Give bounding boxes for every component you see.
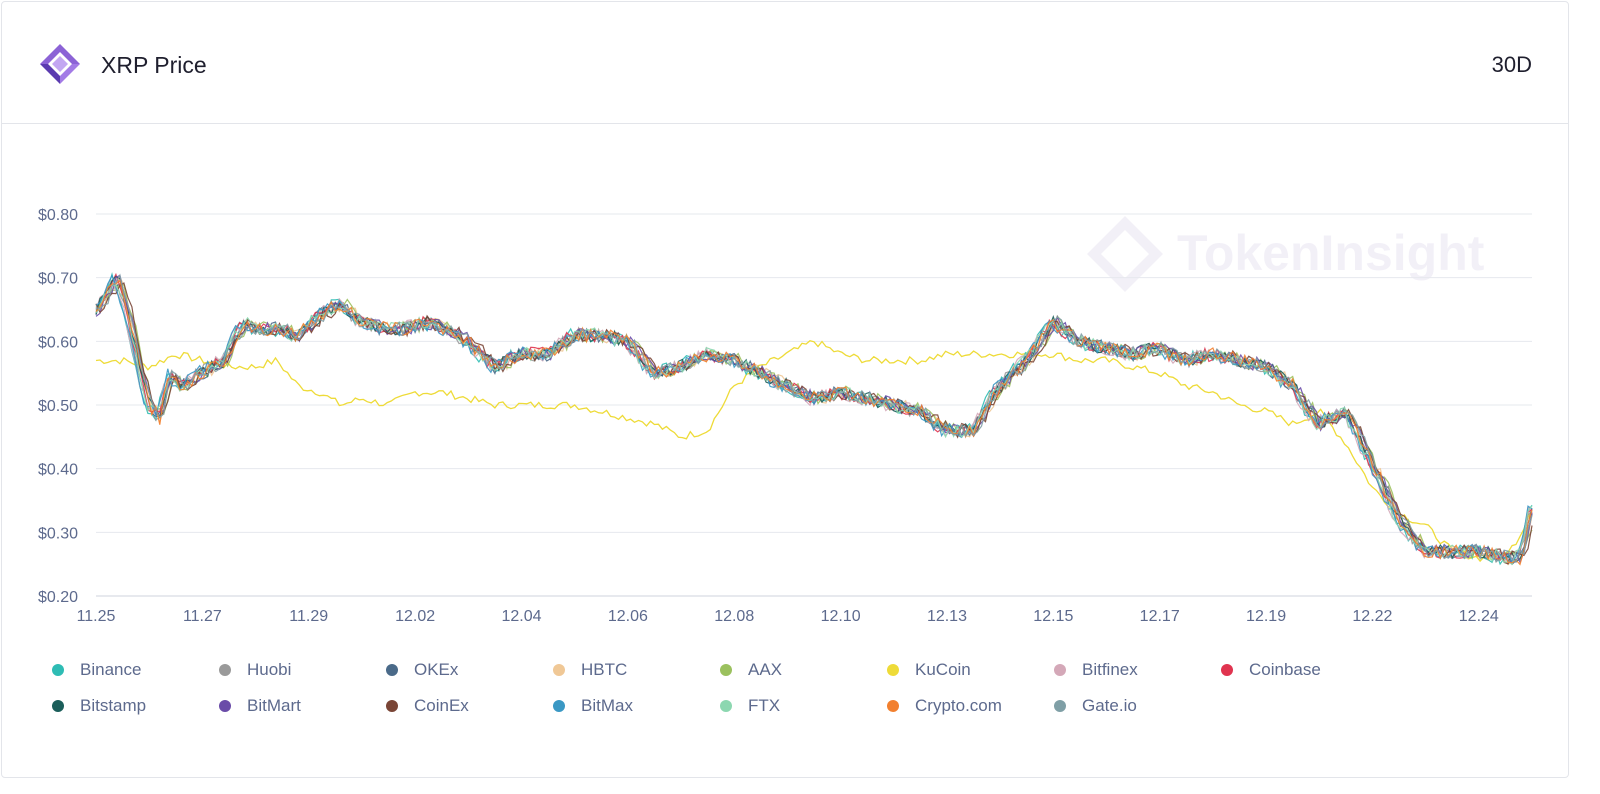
x-tick-label: 12.15 <box>1033 608 1073 625</box>
legend-dot-icon <box>887 664 899 676</box>
price-card: XRP Price 30D TokenInsight $0.80 $0.70 $0.… <box>1 1 1569 778</box>
legend-label: CoinEx <box>414 696 469 715</box>
y-tick-label: $0.30 <box>38 525 78 542</box>
y-tick-label: $0.80 <box>38 207 78 224</box>
legend-item-binance[interactable]: Binance <box>52 660 141 680</box>
legend-item-bitstamp[interactable]: Bitstamp <box>52 696 146 716</box>
series-line-kucoin <box>95 339 1533 563</box>
legend-item-aax[interactable]: AAX <box>720 660 782 680</box>
legend-dot-icon <box>219 664 231 676</box>
x-tick-label: 12.02 <box>395 608 435 625</box>
legend-dot-icon <box>52 700 64 712</box>
x-tick-label: 12.10 <box>821 608 861 625</box>
x-tick-label: 12.19 <box>1246 608 1286 625</box>
x-tick-label: 12.22 <box>1352 608 1392 625</box>
x-tick-label: 12.08 <box>714 608 754 625</box>
y-tick-label: $0.20 <box>38 589 78 606</box>
legend-dot-icon <box>720 700 732 712</box>
legend-dot-icon <box>553 700 565 712</box>
legend-label: FTX <box>748 696 781 715</box>
y-tick-label: $0.70 <box>38 271 78 288</box>
legend-label: Gate.io <box>1082 696 1137 715</box>
legend-label: Huobi <box>247 660 292 679</box>
card-header: XRP Price 30D <box>2 2 1568 124</box>
x-tick-label: 12.06 <box>608 608 648 625</box>
legend-dot-icon <box>1054 700 1066 712</box>
x-tick-label: 11.25 <box>77 608 116 625</box>
y-tick-label: $0.40 <box>38 462 78 479</box>
x-tick-label: 11.29 <box>289 608 328 625</box>
legend-dot-icon <box>1054 664 1066 676</box>
legend-item-gate-io[interactable]: Gate.io <box>1054 696 1137 716</box>
legend-label: AAX <box>748 660 783 679</box>
legend-dot-icon <box>52 664 64 676</box>
legend-dot-icon <box>553 664 565 676</box>
legend-label: KuCoin <box>915 660 971 679</box>
legend-dot-icon <box>720 664 732 676</box>
y-tick-label: $0.60 <box>38 334 78 351</box>
legend-item-bitmax[interactable]: BitMax <box>553 696 633 716</box>
legend-dot-icon <box>386 700 398 712</box>
legend-item-coinbase[interactable]: Coinbase <box>1221 660 1321 680</box>
x-tick-label: 12.17 <box>1140 608 1180 625</box>
series-line-gate-io <box>95 273 1533 563</box>
legend-dot-icon <box>386 664 398 676</box>
y-axis: $0.80 $0.70 $0.60 $0.50 $0.40 $0.30 $0.20 <box>38 207 78 606</box>
legend-item-okex[interactable]: OKEx <box>386 660 458 680</box>
legend-label: HBTC <box>581 660 628 679</box>
legend-item-huobi[interactable]: Huobi <box>219 660 291 680</box>
tokeninsight-logo-icon <box>40 44 80 84</box>
legend-item-hbtc[interactable]: HBTC <box>553 660 627 680</box>
legend-dot-icon <box>887 700 899 712</box>
legend-label: BitMax <box>581 696 633 715</box>
legend-label: Bitstamp <box>80 696 147 715</box>
series-lines <box>95 272 1533 566</box>
legend-item-bitmart[interactable]: BitMart <box>219 696 301 716</box>
x-tick-label: 11.27 <box>183 608 222 625</box>
legend-dot-icon <box>1221 664 1233 676</box>
watermark: TokenInsight <box>1087 216 1485 292</box>
legend-item-bitfinex[interactable]: Bitfinex <box>1054 660 1138 680</box>
x-tick-label: 12.24 <box>1459 608 1499 625</box>
legend-label: Binance <box>80 660 142 679</box>
y-tick-label: $0.50 <box>38 398 78 415</box>
price-chart: TokenInsight $0.80$0.70$0.60$0.50$0.40$0… <box>38 207 1533 625</box>
watermark-text: TokenInsight <box>1177 225 1485 281</box>
x-axis: 11.25 11.27 11.29 12.02 12.04 12.06 12.08 12.10… <box>77 608 1499 625</box>
legend-label: Bitfinex <box>1082 660 1138 679</box>
legend-label: BitMart <box>247 696 301 715</box>
legend-label: Coinbase <box>1249 660 1321 679</box>
legend-label: OKEx <box>414 660 459 679</box>
series-line-crypto-com <box>95 279 1533 566</box>
chart-title: XRP Price <box>101 52 207 78</box>
x-tick-label: 12.13 <box>927 608 967 625</box>
period-selector[interactable]: 30D <box>1491 52 1532 77</box>
legend-item-coinex[interactable]: CoinEx <box>386 696 469 716</box>
legend-dot-icon <box>219 700 231 712</box>
legend-label: Crypto.com <box>915 696 1002 715</box>
x-tick-label: 12.04 <box>501 608 541 625</box>
legend-item-kucoin[interactable]: KuCoin <box>887 660 971 680</box>
legend-item-crypto-com[interactable]: Crypto.com <box>887 696 1002 716</box>
legend-item-ftx[interactable]: FTX <box>720 696 780 716</box>
